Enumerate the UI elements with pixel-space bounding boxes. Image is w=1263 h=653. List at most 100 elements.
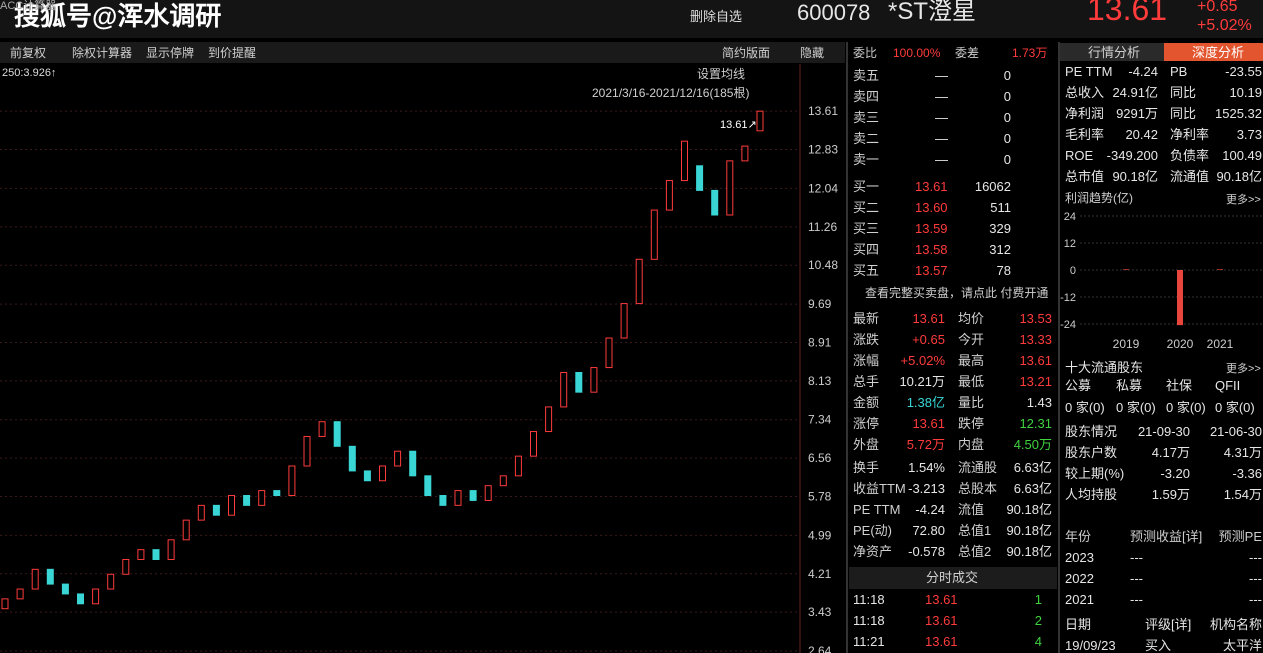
label: 外盘 [853, 437, 880, 452]
label: +5.02% [1197, 17, 1252, 34]
label: 流通值 [1170, 169, 1210, 184]
candle [273, 490, 281, 497]
label: 0 家(0) [1166, 400, 1206, 415]
label: 4.50万 [1013, 437, 1052, 452]
label: 21-06-30 [1209, 424, 1262, 439]
candle [197, 504, 205, 521]
label: -3.20 [1160, 466, 1190, 481]
label: 毛利率 [1065, 127, 1105, 142]
candle [167, 539, 175, 560]
label: 5.72万 [906, 437, 945, 452]
label: 卖一 [853, 152, 880, 167]
label: 最高 [958, 353, 985, 368]
label: 涨停 [853, 416, 880, 431]
label: -349.200 [1106, 148, 1158, 163]
label: 均价 [958, 311, 985, 326]
candle [92, 588, 100, 605]
toolbar-button[interactable]: 前复权 [10, 46, 47, 60]
candle [303, 435, 311, 467]
label: 0 [1003, 68, 1011, 83]
label: 1.43 [1026, 395, 1052, 410]
label: 312 [989, 242, 1011, 257]
label: 13.60 [915, 200, 948, 215]
label: 0 [1003, 89, 1011, 104]
label: PE TTM [1065, 64, 1113, 79]
y-tick-label: -24 [1060, 319, 1076, 331]
label: 250:3.926↑ [2, 67, 57, 79]
label: 1.73万 [1012, 46, 1048, 60]
label: 16062 [974, 179, 1011, 194]
label: 13.57 [915, 263, 948, 278]
stock-code: 600078 [797, 0, 871, 25]
label: --- [1249, 550, 1262, 565]
tab[interactable]: 深度分析 [1192, 45, 1245, 60]
label: -4.24 [915, 502, 945, 517]
button[interactable]: 删除自选 [690, 9, 743, 24]
top-bar [0, 0, 1263, 38]
candle [424, 475, 432, 497]
label: 人均持股 [1065, 487, 1118, 502]
label: 11:18 [853, 592, 885, 607]
label: 0 [1003, 110, 1011, 125]
label: 今开 [958, 332, 985, 347]
label: 13.61 [925, 613, 958, 628]
y-tick-label: 12.04 [808, 181, 838, 195]
y-tick-label: 7.34 [808, 413, 832, 427]
label: 买五 [853, 263, 880, 278]
label: 太平洋 [1222, 638, 1262, 653]
label: --- [1130, 571, 1143, 586]
label: 卖三 [853, 110, 880, 125]
label: ROE [1065, 148, 1094, 163]
y-tick-label: 3.43 [808, 605, 832, 619]
toolbar-button[interactable]: 到价提醒 [208, 46, 257, 60]
button[interactable]: 设置均线 [697, 67, 746, 81]
button[interactable]: 查看完整买卖盘，请点此 付费开通 [865, 286, 1049, 300]
toolbar-button[interactable]: 隐藏 [800, 46, 825, 60]
label: QFII [1215, 378, 1241, 393]
label: — [935, 68, 948, 83]
label: 收益TTM [853, 481, 906, 496]
y-tick-label: 4.21 [808, 567, 832, 581]
label: — [935, 110, 948, 125]
label: -3.213 [908, 481, 945, 496]
label: 较上期(%) [1065, 466, 1125, 481]
label: +0.65 [912, 332, 945, 347]
label: 1.54% [908, 460, 945, 475]
tab-active[interactable] [1164, 43, 1263, 61]
label: 10.19 [1229, 85, 1262, 100]
label: 公募 [1065, 378, 1092, 393]
candle [620, 303, 628, 339]
tab[interactable]: 行情分析 [1088, 45, 1141, 60]
label: 买入 [1145, 638, 1172, 653]
label: — [935, 131, 948, 146]
label: 涨跌 [853, 332, 880, 347]
label: 2021 [1065, 592, 1094, 607]
label: 金额 [853, 395, 880, 410]
label: 21-09-30 [1137, 424, 1190, 439]
label: 13.61 [925, 634, 958, 649]
candle [137, 549, 145, 560]
candle [484, 485, 492, 501]
label: 同比 [1170, 85, 1197, 100]
label: 13.61 [1019, 353, 1052, 368]
label: 90.18亿 [1112, 169, 1158, 184]
y-tick-label: 13.61 [808, 104, 838, 118]
bar [1217, 269, 1223, 270]
candle [333, 421, 341, 447]
toolbar-button[interactable]: 显示停牌 [146, 46, 195, 60]
label: --- [1130, 550, 1143, 565]
label: -4.24 [1128, 64, 1158, 79]
label: 委差 [955, 46, 980, 60]
label: 3.73 [1236, 127, 1262, 142]
label: 1.38亿 [906, 395, 945, 410]
label: 329 [989, 221, 1011, 236]
x-tick-label: 2020 [1167, 337, 1194, 351]
candle [741, 145, 749, 162]
candle [77, 593, 84, 605]
tab[interactable] [1060, 43, 1164, 61]
toolbar-button[interactable]: 除权计算器 [72, 46, 133, 60]
x-tick-label: 2021 [1207, 337, 1234, 351]
toolbar-button[interactable]: 简约版面 [722, 46, 771, 60]
